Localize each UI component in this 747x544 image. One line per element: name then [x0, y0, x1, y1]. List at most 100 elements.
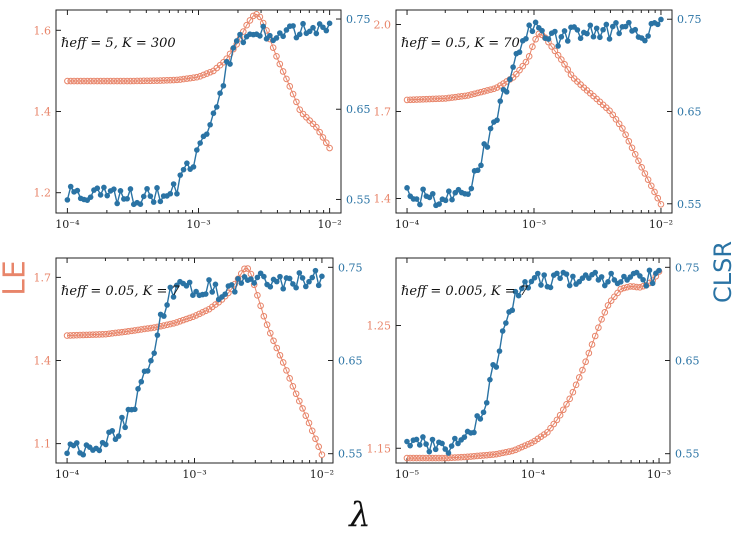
- clsr-point: [251, 280, 257, 286]
- le-point: [315, 443, 322, 451]
- le-point: [157, 322, 164, 330]
- clsr-point: [646, 267, 653, 274]
- le-point: [567, 71, 575, 78]
- clsr-point: [432, 446, 439, 453]
- y-left-tick-label: 1.7: [34, 271, 52, 284]
- le-point: [518, 443, 526, 451]
- le-point: [269, 44, 277, 51]
- le-point: [144, 325, 152, 332]
- clsr-point: [64, 450, 70, 457]
- clsr-point: [154, 185, 160, 191]
- le-point: [519, 62, 527, 70]
- y-right-tick-label: 0.65: [346, 103, 371, 116]
- le-point: [461, 453, 468, 461]
- le-point: [413, 454, 420, 462]
- clsr-point: [140, 193, 147, 200]
- clsr-point: [509, 307, 516, 314]
- clsr-point: [206, 277, 212, 283]
- le-point: [601, 309, 609, 316]
- le-point: [423, 95, 430, 103]
- le-point: [441, 454, 449, 462]
- clsr-point: [477, 416, 484, 422]
- clsr-point: [584, 30, 590, 37]
- le-point: [137, 326, 145, 333]
- le-point: [513, 70, 520, 78]
- y-right-tick-label: 0.75: [677, 13, 702, 26]
- le-point: [477, 88, 485, 96]
- le-point: [410, 454, 417, 462]
- le-point: [309, 120, 317, 128]
- le-point: [183, 75, 191, 82]
- le-point: [199, 309, 206, 316]
- clsr-point: [616, 30, 622, 37]
- clsr-point: [194, 147, 200, 153]
- clsr-point: [436, 201, 442, 207]
- y-right-tick-label: 0.65: [675, 355, 700, 368]
- clsr-point: [180, 166, 187, 173]
- le-point: [99, 330, 106, 338]
- le-point: [522, 58, 530, 66]
- clsr-point: [626, 19, 632, 26]
- y-left-tick-label: 1.4: [374, 193, 392, 206]
- ylabel-left: LE: [0, 260, 33, 296]
- clsr-point: [413, 196, 420, 202]
- clsr-point: [420, 186, 426, 193]
- clsr-point: [487, 125, 494, 132]
- le-point: [606, 107, 613, 114]
- panels: 10⁻⁴ 10⁻³ 10⁻² 1.2 1.4 1.6 0.55 0.65 0.75 ℏeff = …: [34, 9, 702, 481]
- clsr-point: [404, 438, 410, 445]
- clsr-point: [138, 378, 145, 385]
- clsr-point: [309, 274, 316, 281]
- le-point: [173, 76, 181, 84]
- clsr-point: [267, 283, 274, 290]
- le-point: [611, 293, 618, 301]
- le-point: [192, 312, 200, 319]
- le-point: [532, 35, 539, 43]
- le-point: [406, 454, 414, 462]
- clsr-point: [592, 269, 599, 276]
- le-point: [528, 439, 535, 447]
- le-point: [263, 321, 271, 329]
- le-point: [480, 87, 488, 95]
- le-point: [140, 77, 148, 85]
- le-point: [296, 397, 303, 405]
- le-point: [100, 77, 108, 85]
- le-point: [105, 330, 113, 338]
- le-point: [641, 170, 649, 177]
- le-point: [108, 330, 116, 337]
- le-point: [588, 341, 596, 348]
- le-point: [186, 74, 194, 82]
- clsr-point: [643, 282, 650, 289]
- clsr-point: [442, 197, 449, 204]
- le-point: [572, 381, 580, 389]
- le-point: [607, 297, 615, 304]
- clsr-point: [170, 181, 177, 187]
- le-point: [150, 77, 157, 85]
- le-point: [585, 349, 593, 357]
- y-left-tick-label: 1.2: [34, 187, 52, 200]
- clsr-point: [561, 28, 568, 34]
- le-point: [283, 75, 290, 83]
- le-point: [560, 406, 567, 414]
- le-point: [102, 330, 110, 338]
- clsr-point: [455, 440, 461, 447]
- clsr-point: [280, 33, 286, 40]
- x-tick-label: 10⁻³: [186, 218, 210, 231]
- le-point: [487, 86, 494, 93]
- clsr-point: [445, 450, 452, 456]
- clsr-point: [574, 27, 581, 33]
- le-point: [615, 120, 623, 128]
- clsr-point: [658, 16, 664, 23]
- clsr-point: [617, 279, 624, 285]
- clsr-point: [503, 320, 509, 326]
- le-point: [619, 125, 626, 132]
- le-point: [439, 95, 446, 102]
- le-point: [477, 452, 484, 459]
- le-point: [276, 351, 284, 359]
- le-series-line: [406, 271, 660, 459]
- le-point: [103, 77, 111, 85]
- y-left-tick-label: 2.0: [374, 19, 392, 32]
- le-point: [241, 265, 248, 273]
- le-point: [89, 331, 97, 338]
